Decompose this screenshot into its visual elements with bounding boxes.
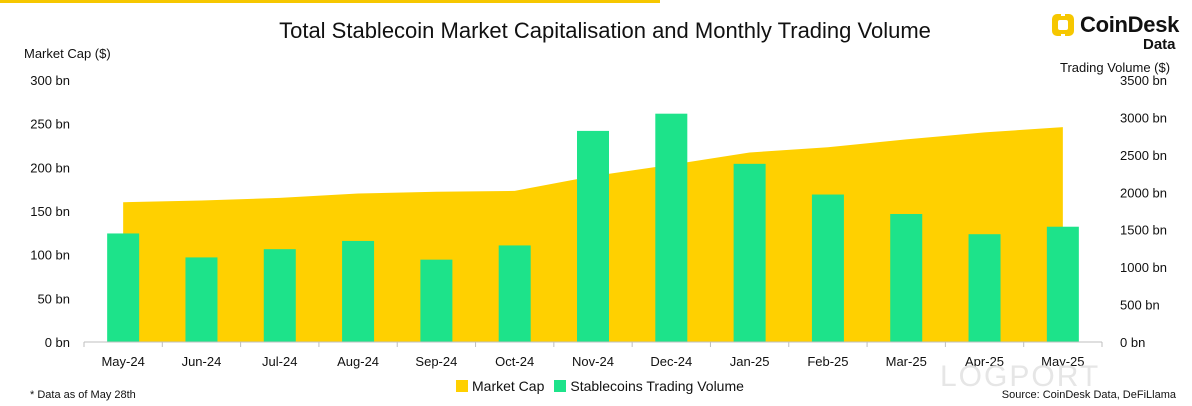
- legend-item-trading-volume: Stablecoins Trading Volume: [554, 378, 744, 394]
- trading-volume-bar: [655, 113, 688, 342]
- x-tick-label: Mar-25: [886, 354, 927, 369]
- logo-wordmark: CoinDesk: [1080, 12, 1180, 37]
- right-y-tick-label: 3000 bn: [1120, 110, 1167, 125]
- legend-swatch-trading-volume: [554, 380, 567, 392]
- left-y-tick-label: 250 bn: [30, 117, 70, 132]
- trading-volume-bar: [811, 194, 844, 342]
- trading-volume-bar: [733, 163, 766, 342]
- left-y-tick-label: 150 bn: [30, 204, 70, 219]
- chart-legend: Market Cap Stablecoins Trading Volume: [456, 378, 754, 394]
- chart-title: Total Stablecoin Market Capitalisation a…: [279, 18, 931, 43]
- x-tick-label: Jan-25: [730, 354, 770, 369]
- right-y-tick-label: 2500 bn: [1120, 148, 1167, 163]
- x-tick-label: Oct-24: [495, 354, 534, 369]
- right-y-tick-label: 500 bn: [1120, 298, 1160, 313]
- left-axis-title: Market Cap ($): [24, 46, 111, 61]
- right-y-tick-label: 0 bn: [1120, 335, 1145, 350]
- coindesk-logo: CoinDesk Data: [1048, 10, 1188, 54]
- left-y-tick-label: 200 bn: [30, 160, 70, 175]
- legend-label-trading-volume: Stablecoins Trading Volume: [570, 378, 744, 394]
- x-tick-label: Jun-24: [182, 354, 222, 369]
- x-tick-label: Dec-24: [650, 354, 692, 369]
- top-accent-bar: [0, 0, 660, 3]
- left-y-tick-label: 0 bn: [45, 335, 70, 350]
- right-y-tick-label: 2000 bn: [1120, 185, 1167, 200]
- x-tick-label: Apr-25: [965, 354, 1004, 369]
- watermark: LOGPORT: [940, 360, 1101, 393]
- source-note: Source: CoinDesk Data, DeFiLlama: [1001, 389, 1176, 401]
- legend-label-market-cap: Market Cap: [472, 378, 545, 394]
- legend-item-market-cap: Market Cap: [456, 378, 544, 394]
- logo-subtitle: Data: [1143, 36, 1176, 53]
- trading-volume-bar: [420, 259, 453, 342]
- footnote: * Data as of May 28th: [30, 389, 136, 401]
- trading-volume-bar: [968, 234, 1001, 342]
- right-y-tick-label: 1500 bn: [1120, 223, 1167, 238]
- right-y-tick-label: 1000 bn: [1120, 260, 1167, 275]
- x-tick-label: May-24: [101, 354, 144, 369]
- trading-volume-bar: [577, 130, 609, 342]
- trading-volume-bar: [342, 240, 375, 342]
- coindesk-logo-icon: [1052, 12, 1074, 38]
- x-tick-label: Jul-24: [262, 354, 297, 369]
- right-axis-title: Trading Volume ($): [1060, 60, 1171, 75]
- right-y-tick-label: 3500 bn: [1120, 73, 1167, 88]
- x-tick-label: Feb-25: [807, 354, 848, 369]
- left-y-tick-label: 300 bn: [30, 73, 70, 88]
- legend-swatch-market-cap: [456, 380, 468, 392]
- x-tick-label: Nov-24: [572, 354, 614, 369]
- x-tick-label: Sep-24: [415, 354, 457, 369]
- trading-volume-bar: [498, 245, 531, 342]
- trading-volume-bar: [263, 249, 296, 342]
- trading-volume-bar: [107, 233, 140, 342]
- x-tick-label: May-25: [1041, 354, 1084, 369]
- left-y-tick-label: 50 bn: [37, 291, 70, 306]
- x-tick-label: Aug-24: [337, 354, 379, 369]
- trading-volume-bar: [185, 257, 218, 342]
- trading-volume-bar: [890, 213, 923, 342]
- trading-volume-bar: [1046, 226, 1079, 342]
- left-y-tick-label: 100 bn: [30, 248, 70, 263]
